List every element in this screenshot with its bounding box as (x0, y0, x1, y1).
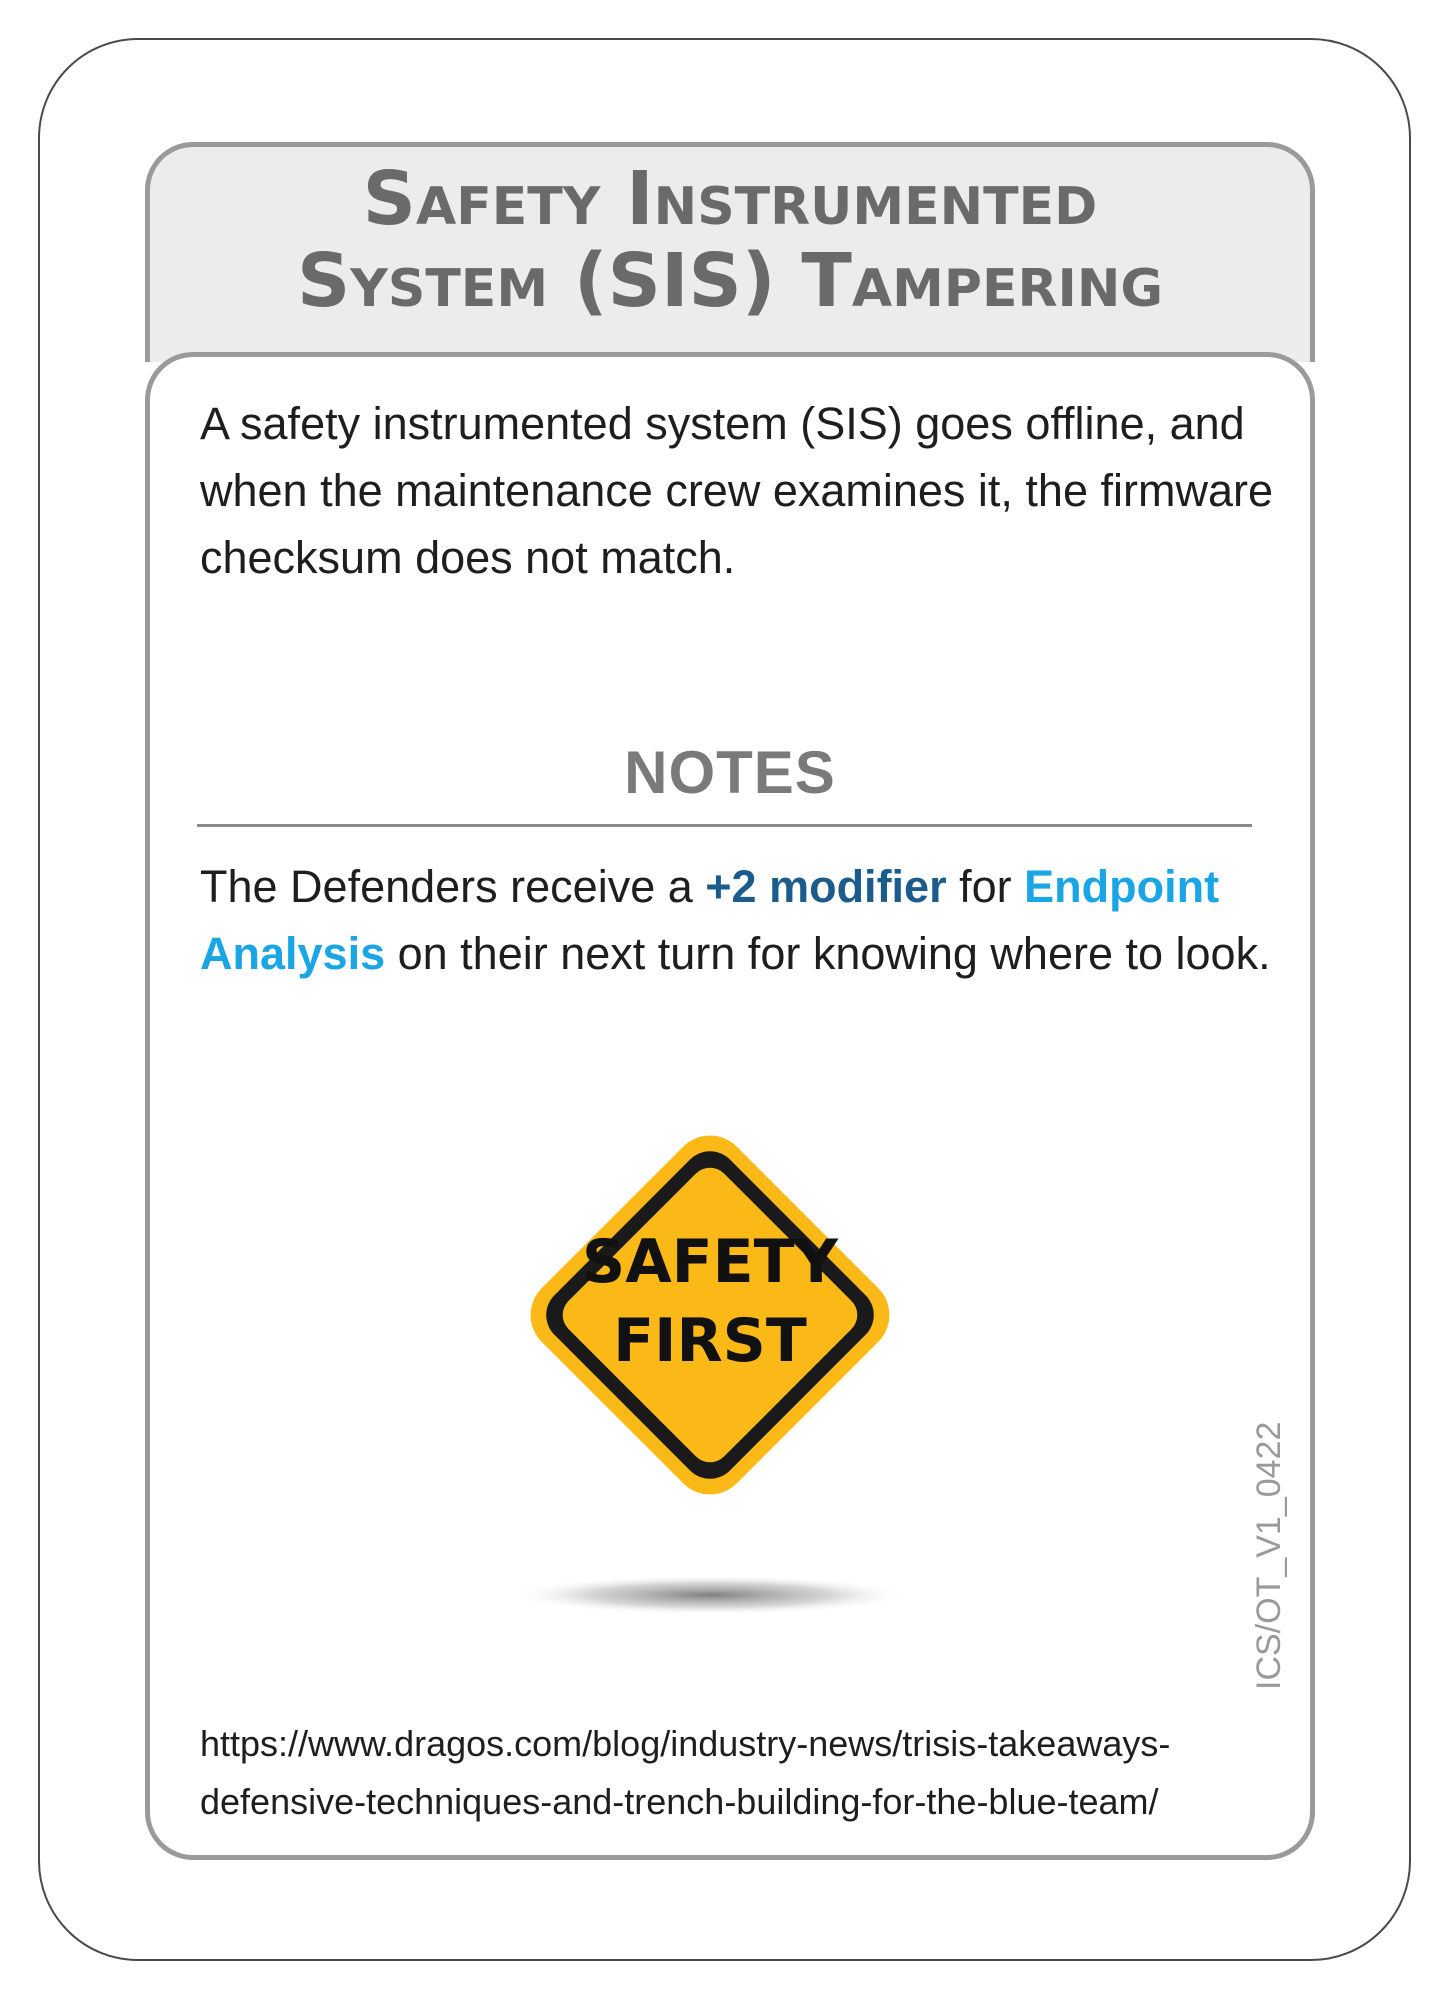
sign-line-1: SAFETY (582, 1227, 840, 1297)
card-title: Safety Instrumented System (SIS) Tamperi… (145, 158, 1315, 322)
title-banner (145, 142, 1315, 362)
notes-divider (197, 824, 1252, 827)
notes-middle: for (946, 861, 1025, 912)
version-code: ICS/OT_V1_0422 (1250, 1421, 1288, 1690)
notes-prefix: The Defenders receive a (200, 861, 706, 912)
sign-shadow (510, 1575, 910, 1615)
notes-text: The Defenders receive a +2 modifier for … (200, 853, 1280, 987)
safety-first-sign-icon: SAFETY FIRST (510, 1135, 910, 1615)
sign-line-2: FIRST (613, 1306, 807, 1376)
card-title-line-2: System (SIS) Tampering (296, 238, 1164, 324)
source-link-line-1[interactable]: https://www.dragos.com/blog/industry-new… (200, 1723, 1171, 1764)
source-link-line-2[interactable]: defensive-techniques-and-trench-building… (200, 1781, 1159, 1822)
source-link[interactable]: https://www.dragos.com/blog/industry-new… (200, 1715, 1280, 1831)
card-title-line-1: Safety Instrumented (362, 156, 1098, 242)
scenario-description: A safety instrumented system (SIS) goes … (200, 398, 1273, 583)
notes-suffix: on their next turn for knowing where to … (385, 928, 1271, 979)
notes-heading: NOTES (624, 739, 836, 806)
modifier-highlight: +2 modifier (705, 861, 947, 912)
skill-highlight: Endpoint Analysis (200, 861, 1220, 979)
sign-yellow-face (562, 1167, 858, 1463)
